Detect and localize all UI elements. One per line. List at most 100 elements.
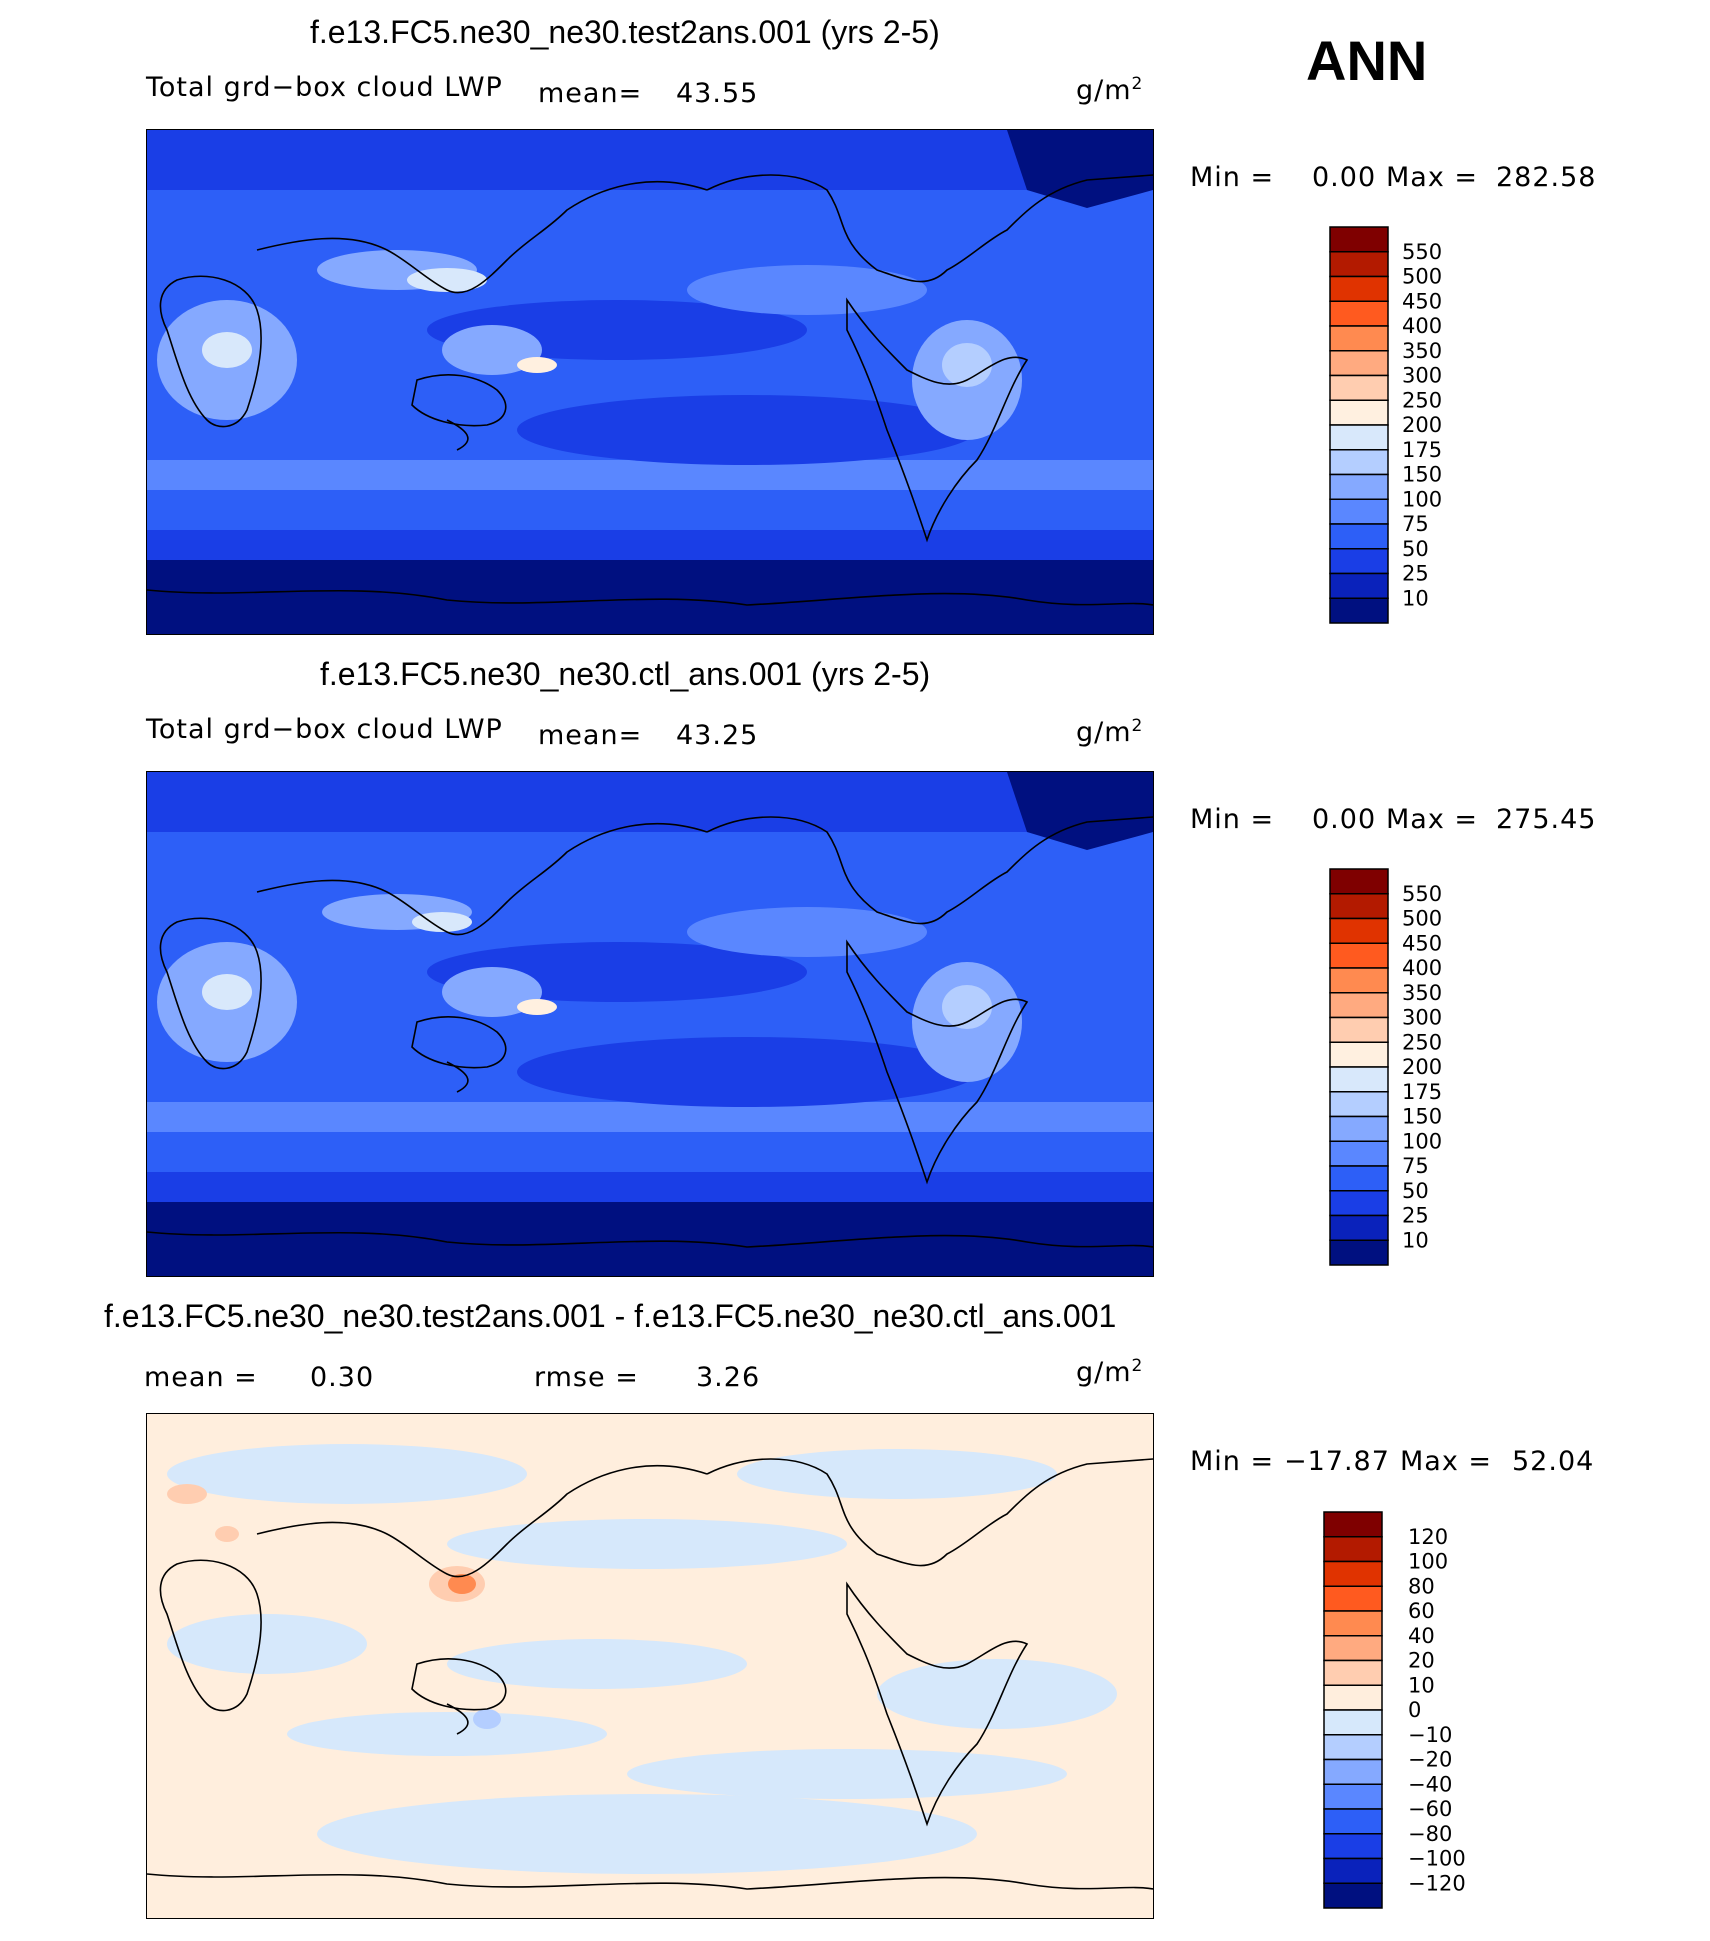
panel1-map <box>146 129 1154 635</box>
panel1-varname: Total grd−box cloud LWP <box>146 72 503 103</box>
panel3-rmse-value: 3.26 <box>696 1362 761 1393</box>
colorbar-swatch <box>1329 572 1389 599</box>
colorbar-tick-label: 250 <box>1402 388 1442 412</box>
colorbar-tick-label: 550 <box>1402 882 1442 906</box>
colorbar-tick-label: 50 <box>1402 1179 1429 1203</box>
panel2-map <box>146 771 1154 1277</box>
colorbar-swatch <box>1323 1684 1383 1711</box>
colorbar-tick-label: −60 <box>1408 1797 1452 1821</box>
colorbar-swatch <box>1323 1560 1383 1587</box>
panel3-min-label: Min = <box>1190 1446 1275 1477</box>
panel1-units: g/m2 <box>1076 74 1144 106</box>
panel3-map-field <box>147 1414 1153 1918</box>
colorbar-swatch <box>1329 917 1389 944</box>
colorbar-swatch <box>1329 498 1389 525</box>
colorbar-swatch <box>1323 1585 1383 1612</box>
colorbar-tick-label: 150 <box>1402 463 1442 487</box>
panel3-max-label: Max = <box>1400 1446 1493 1477</box>
colorbar-tick-label: 450 <box>1402 931 1442 955</box>
panel2-title: f.e13.FC5.ne30_ne30.ctl_ans.001 (yrs 2-5… <box>320 656 931 692</box>
colorbar-swatch <box>1329 275 1389 302</box>
colorbar-swatch <box>1329 967 1389 994</box>
colorbar-swatch <box>1329 350 1389 377</box>
colorbar-tick-label: 120 <box>1408 1525 1448 1549</box>
colorbar-tick-label: 50 <box>1402 537 1429 561</box>
colorbar-swatch <box>1323 1857 1383 1884</box>
colorbar-swatch <box>1323 1882 1383 1909</box>
colorbar-tick-label: 25 <box>1402 562 1429 586</box>
colorbar-tick-label: 500 <box>1402 265 1442 289</box>
colorbar-swatch <box>1329 893 1389 920</box>
panel3-map <box>146 1413 1154 1919</box>
colorbar-swatch <box>1329 424 1389 451</box>
panel2-map-field <box>147 772 1153 1276</box>
colorbar-tick-label: 10 <box>1402 586 1429 610</box>
panel3-units: g/m2 <box>1076 1356 1144 1388</box>
panel2-max-label: Max = <box>1386 804 1479 835</box>
colorbar-swatch <box>1323 1536 1383 1563</box>
panel2-varname: Total grd−box cloud LWP <box>146 714 503 745</box>
panel1-max-label: Max = <box>1386 162 1479 193</box>
colorbar-tick-label: 350 <box>1402 339 1442 363</box>
colorbar-tick-label: 175 <box>1402 1080 1442 1104</box>
colorbar-swatch <box>1329 1115 1389 1142</box>
panel2-colorbar: 5505004504003503002502001751501007550251… <box>1329 868 1442 1266</box>
colorbar-swatch <box>1329 1066 1389 1093</box>
panel3-rmse-label: rmse = <box>534 1362 639 1393</box>
panel2-mean-label: mean= <box>538 720 643 751</box>
colorbar-swatch <box>1329 1041 1389 1068</box>
panel1-min-value: 0.00 <box>1312 162 1377 193</box>
colorbar-tick-label: −100 <box>1408 1847 1466 1871</box>
colorbar-swatch <box>1323 1659 1383 1686</box>
colorbar-tick-label: 400 <box>1402 956 1442 980</box>
panel1-mean-label: mean= <box>538 78 643 109</box>
colorbar-swatch <box>1323 1758 1383 1785</box>
colorbar-tick-label: 10 <box>1402 1228 1429 1252</box>
colorbar-swatch <box>1329 374 1389 401</box>
colorbar-swatch <box>1329 251 1389 278</box>
colorbar-swatch <box>1323 1635 1383 1662</box>
panel3-mean-value: 0.30 <box>310 1362 375 1393</box>
colorbar-swatch <box>1329 992 1389 1019</box>
panel1-map-field <box>147 130 1153 634</box>
colorbar-swatch <box>1323 1808 1383 1835</box>
colorbar-swatch <box>1329 523 1389 550</box>
panel2-min-label: Min = <box>1190 804 1275 835</box>
panel2-min-value: 0.00 <box>1312 804 1377 835</box>
colorbar-swatch <box>1329 597 1389 624</box>
colorbar-tick-label: 75 <box>1402 512 1429 536</box>
colorbar-swatch <box>1329 1239 1389 1266</box>
colorbar-swatch <box>1329 1214 1389 1241</box>
colorbar-swatch <box>1329 548 1389 575</box>
panel2-max-value: 275.45 <box>1496 804 1597 835</box>
colorbar-swatch <box>1323 1734 1383 1761</box>
panel1-min-label: Min = <box>1190 162 1275 193</box>
colorbar-swatch <box>1323 1709 1383 1736</box>
colorbar-swatch <box>1323 1610 1383 1637</box>
colorbar-tick-label: −10 <box>1408 1723 1452 1747</box>
colorbar-tick-label: 550 <box>1402 240 1442 264</box>
colorbar-tick-label: −40 <box>1408 1772 1452 1796</box>
colorbar-swatch <box>1323 1833 1383 1860</box>
colorbar-tick-label: 350 <box>1402 981 1442 1005</box>
colorbar-tick-label: 500 <box>1402 907 1442 931</box>
panel3-min-value: −17.87 <box>1284 1446 1390 1477</box>
colorbar-swatch <box>1329 942 1389 969</box>
panel3-title: f.e13.FC5.ne30_ne30.test2ans.001 - f.e13… <box>104 1298 1117 1334</box>
panel2-mean-value: 43.25 <box>676 720 759 751</box>
colorbar-swatch <box>1329 300 1389 327</box>
colorbar-tick-label: −120 <box>1408 1871 1466 1895</box>
colorbar-swatch <box>1329 226 1389 253</box>
colorbar-swatch <box>1329 325 1389 352</box>
colorbar-tick-label: 100 <box>1402 487 1442 511</box>
colorbar-swatch <box>1329 1190 1389 1217</box>
colorbar-tick-label: 400 <box>1402 314 1442 338</box>
colorbar-swatch <box>1329 399 1389 426</box>
colorbar-swatch <box>1329 1016 1389 1043</box>
colorbar-tick-label: 40 <box>1408 1624 1435 1648</box>
colorbar-swatch <box>1323 1783 1383 1810</box>
colorbar-tick-label: 200 <box>1402 1055 1442 1079</box>
colorbar-swatch <box>1329 1091 1389 1118</box>
panel3-max-value: 52.04 <box>1512 1446 1595 1477</box>
